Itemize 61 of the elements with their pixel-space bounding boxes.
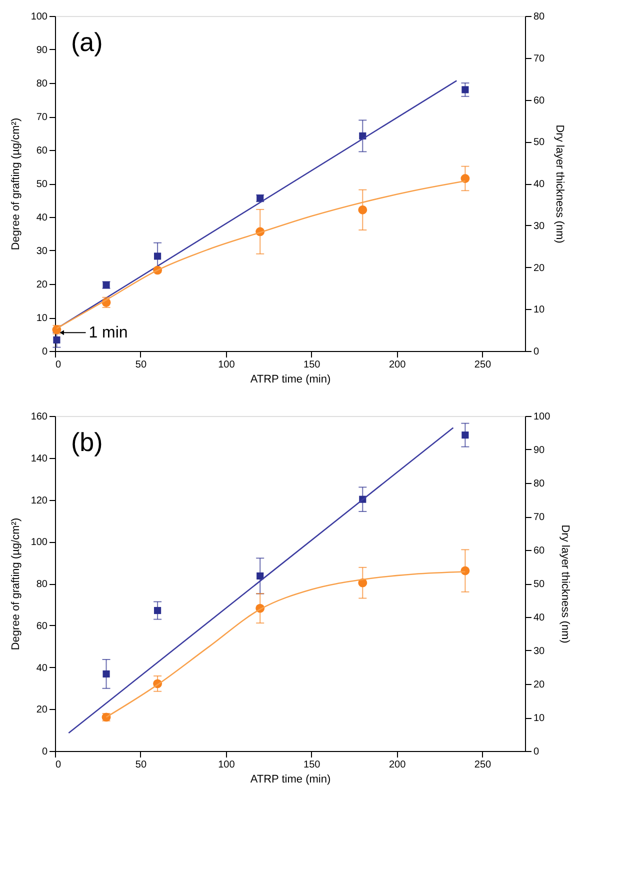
y2-tick-label: 60 — [534, 95, 546, 106]
chart-title: (a) — [71, 27, 103, 57]
x-tick-label: 200 — [388, 760, 406, 770]
y-tick-label: 70 — [36, 112, 48, 123]
y2-tick-label: 10 — [534, 304, 546, 316]
y-tick-label: 0 — [42, 346, 48, 358]
y2-tick-label: 30 — [534, 220, 546, 232]
x-tick-label: 50 — [135, 760, 147, 770]
x-tick-label: 250 — [474, 760, 492, 770]
y-tick-label: 90 — [36, 45, 48, 56]
x-tick-label: 50 — [135, 360, 147, 370]
y-axis-title: Degree of grafting (µg/cm²) — [10, 118, 22, 250]
y2-axis-title: Dry layer thickness (nm) — [559, 524, 572, 644]
y-tick-label: 40 — [36, 212, 48, 224]
chart-title: (b) — [71, 427, 103, 457]
y-tick-label: 160 — [30, 412, 48, 422]
x-tick-label: 0 — [56, 360, 62, 370]
y2-tick-label: 20 — [534, 262, 546, 274]
y-tick-label: 40 — [36, 662, 48, 674]
y2-tick-label: 50 — [534, 579, 546, 590]
x-axis-title: ATRP time (min) — [250, 374, 331, 386]
x-tick-label: 100 — [218, 360, 236, 370]
x-tick-label: 150 — [304, 760, 321, 770]
x-tick-label: 0 — [56, 760, 62, 770]
y2-tick-label: 30 — [534, 646, 546, 657]
y-tick-label: 60 — [36, 146, 48, 156]
y2-tick-label: 0 — [534, 746, 540, 758]
annotation: 1 min — [88, 324, 128, 342]
y2-tick-label: 40 — [534, 179, 546, 190]
y-axis-title: Degree of grafting (µg/cm²) — [10, 518, 22, 650]
y2-tick-label: 80 — [534, 478, 546, 490]
y-tick-label: 100 — [30, 537, 48, 548]
y2-tick-label: 100 — [534, 412, 551, 422]
x-tick-label: 250 — [474, 360, 492, 370]
y-tick-label: 140 — [30, 453, 48, 464]
y-tick-label: 60 — [36, 620, 48, 632]
y2-tick-label: 0 — [534, 346, 540, 358]
y-tick-label: 50 — [36, 179, 48, 190]
y-tick-label: 0 — [42, 746, 48, 758]
y-tick-label: 100 — [30, 12, 48, 22]
x-tick-label: 100 — [218, 760, 236, 770]
x-tick-label: 150 — [304, 360, 321, 370]
y2-tick-label: 50 — [534, 137, 546, 148]
y-tick-label: 20 — [36, 704, 48, 716]
y2-tick-label: 10 — [534, 713, 546, 724]
y-tick-label: 80 — [36, 78, 48, 90]
y2-tick-label: 60 — [534, 546, 546, 556]
y2-tick-label: 90 — [534, 445, 546, 456]
x-tick-label: 200 — [388, 360, 406, 370]
y2-tick-label: 70 — [534, 512, 546, 523]
x-axis-title: ATRP time (min) — [250, 774, 331, 786]
y2-tick-label: 20 — [534, 680, 546, 690]
y2-axis-title: Dry layer thickness (nm) — [554, 124, 566, 244]
y-tick-label: 20 — [36, 280, 48, 290]
y2-tick-label: 80 — [534, 12, 546, 22]
y-tick-label: 10 — [36, 313, 48, 324]
y2-tick-label: 70 — [534, 53, 546, 64]
y-tick-label: 30 — [36, 246, 48, 257]
y-tick-label: 120 — [30, 495, 48, 506]
y2-tick-label: 40 — [534, 612, 546, 624]
y-tick-label: 80 — [36, 579, 48, 590]
